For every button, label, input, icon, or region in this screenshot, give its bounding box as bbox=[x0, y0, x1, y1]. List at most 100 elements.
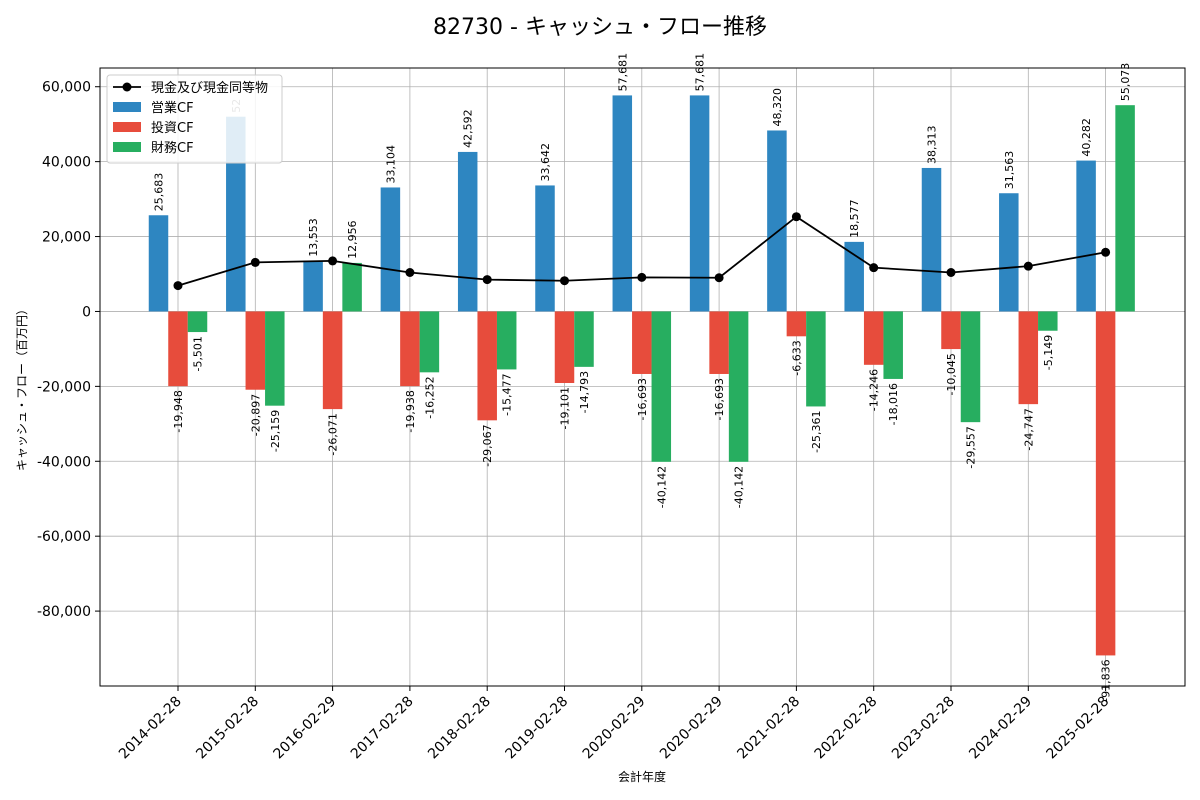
bar-data-label: -19,948 bbox=[172, 390, 185, 432]
legend-color-swatch bbox=[113, 102, 141, 112]
legend-color-swatch bbox=[113, 142, 141, 152]
y-tick-label: 60,000 bbox=[42, 80, 91, 96]
bar bbox=[303, 260, 323, 312]
bar bbox=[226, 116, 246, 312]
bar bbox=[322, 311, 343, 410]
x-tick-label: 2022-02-28 bbox=[812, 694, 881, 763]
bar-data-label: -25,159 bbox=[269, 410, 282, 452]
x-tick-label: 2017-02-28 bbox=[348, 694, 417, 763]
bar bbox=[148, 215, 169, 312]
y-tick-label: -60,000 bbox=[37, 529, 91, 545]
bar-data-label: 57,681 bbox=[694, 53, 707, 92]
bar-data-label: -19,938 bbox=[404, 390, 417, 432]
bar-data-label: -14,793 bbox=[578, 371, 591, 413]
bar bbox=[1076, 160, 1096, 312]
bar bbox=[883, 311, 903, 379]
bar-data-label: -16,693 bbox=[713, 378, 726, 420]
bar-data-label: -10,045 bbox=[945, 353, 958, 395]
bar bbox=[728, 311, 749, 462]
bar-data-label: -16,252 bbox=[423, 376, 436, 418]
bar-labels-layer: 25,6835213,55333,10442,59233,64257,68157… bbox=[153, 53, 1133, 702]
x-ticks-layer: 2014-02-28 2015-02-28 2016-02-29 2017-02-28… bbox=[116, 686, 1112, 762]
legend-entry-label: 財務CF bbox=[151, 141, 194, 156]
x-tick-label: 2014-02-28 bbox=[116, 694, 185, 763]
x-tick-label: 2016-02-29 bbox=[271, 694, 340, 763]
bar bbox=[632, 311, 652, 374]
y-tick-label: 20,000 bbox=[42, 230, 91, 246]
bar-data-label: -29,067 bbox=[481, 424, 494, 466]
y-ticks-layer: -80,000 -60,000 -40,000 -20,000 0 20,000 40,00… bbox=[37, 80, 100, 620]
bar bbox=[400, 311, 420, 387]
cash-line-point bbox=[869, 263, 879, 273]
bar-data-label: 42,592 bbox=[462, 109, 475, 148]
bar-data-label: -14,246 bbox=[868, 369, 881, 411]
bar-data-label: -40,142 bbox=[655, 466, 668, 508]
cash-line-point bbox=[560, 276, 569, 286]
bar-data-label: 33,642 bbox=[539, 143, 552, 182]
bar-data-label: -91,836 bbox=[1100, 659, 1113, 701]
bar-data-label: -5,501 bbox=[192, 336, 205, 371]
bar-data-label: 33,104 bbox=[384, 145, 397, 184]
bar bbox=[380, 187, 401, 312]
y-tick-label: 40,000 bbox=[42, 155, 91, 171]
bar bbox=[921, 167, 942, 312]
y-tick-label: 0 bbox=[82, 304, 91, 320]
x-tick-label: 2015-02-28 bbox=[193, 694, 262, 763]
x-tick-label: 2020-02-29 bbox=[580, 694, 649, 763]
cash-line-point bbox=[791, 212, 801, 222]
bar-data-label: 31,563 bbox=[1003, 151, 1016, 190]
y-tick-label: -20,000 bbox=[37, 379, 91, 395]
bar-data-label: 48,320 bbox=[771, 88, 784, 127]
bar bbox=[574, 311, 594, 367]
cash-line-point bbox=[946, 268, 956, 278]
x-tick-label: 2023-02-28 bbox=[889, 694, 958, 763]
bar bbox=[863, 311, 884, 365]
legend-box bbox=[106, 74, 283, 164]
plot-frame bbox=[99, 67, 1186, 687]
cash-line-point bbox=[405, 268, 415, 278]
bar-data-label: -26,071 bbox=[327, 413, 340, 455]
bar bbox=[612, 95, 633, 312]
bar bbox=[786, 311, 807, 337]
y-axis-label: キャッシュ・フロー（百万円） bbox=[15, 303, 29, 471]
line-layer bbox=[173, 212, 1111, 291]
bar-data-label: 40,282 bbox=[1080, 118, 1093, 157]
bar bbox=[1095, 311, 1116, 656]
bar bbox=[999, 193, 1019, 312]
bar bbox=[265, 311, 285, 406]
bar-data-label: -15,477 bbox=[501, 373, 514, 415]
cash-line-point bbox=[250, 257, 260, 267]
x-tick-label: 2021-02-28 bbox=[734, 694, 803, 763]
x-axis-label: 会計年度 bbox=[618, 769, 666, 784]
bar bbox=[245, 311, 266, 390]
bar bbox=[419, 311, 440, 373]
legend-entry-label: 営業CF bbox=[151, 100, 194, 116]
bar bbox=[342, 262, 362, 312]
bar-data-label: 57,681 bbox=[616, 53, 629, 92]
bar-data-label: -16,693 bbox=[636, 378, 649, 420]
y-tick-label: -40,000 bbox=[37, 454, 91, 470]
bar-data-label: -24,747 bbox=[1022, 408, 1035, 450]
cash-line-point bbox=[173, 281, 183, 291]
bar-data-label: 12,956 bbox=[346, 220, 359, 259]
bar bbox=[941, 311, 961, 350]
bar-data-label: -19,101 bbox=[559, 387, 572, 429]
bar bbox=[709, 311, 729, 374]
legend-marker-swatch bbox=[122, 82, 132, 92]
bar-data-label: -29,557 bbox=[965, 426, 978, 468]
cash-line-point bbox=[328, 256, 338, 266]
x-tick-label: 2024-02-29 bbox=[966, 694, 1035, 763]
bar bbox=[651, 311, 672, 462]
bar bbox=[187, 311, 208, 333]
bar bbox=[496, 311, 517, 370]
bar bbox=[844, 241, 864, 312]
bar-data-label: -18,016 bbox=[887, 383, 900, 425]
chart-title: 82730 - キャッシュ・フロー推移 bbox=[433, 15, 767, 40]
bar-data-label: -20,897 bbox=[249, 394, 262, 436]
legend-color-swatch bbox=[113, 122, 141, 132]
bar-data-label: -25,361 bbox=[810, 410, 823, 452]
x-tick-label: 2018-02-28 bbox=[425, 694, 494, 763]
bar-data-label: 18,577 bbox=[848, 199, 861, 238]
